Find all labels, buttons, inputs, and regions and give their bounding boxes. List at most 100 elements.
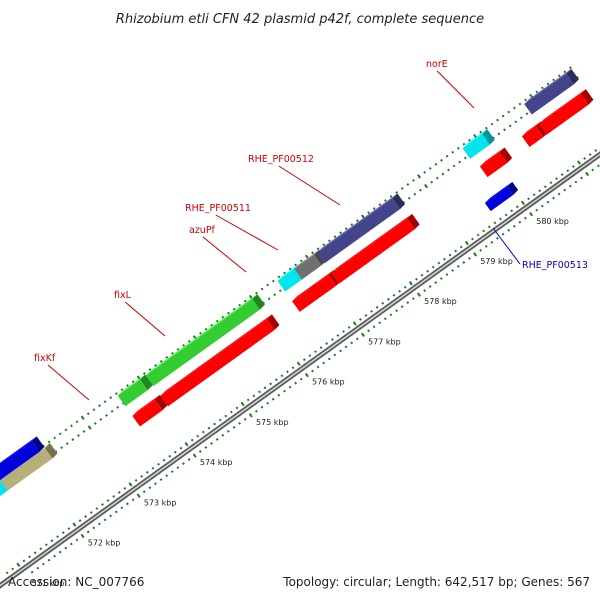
tick-mark bbox=[308, 354, 312, 358]
tick-mark bbox=[142, 372, 146, 375]
feature-bar bbox=[294, 254, 322, 280]
gene-feature-cds_fwd[interactable] bbox=[538, 89, 594, 135]
gene-feature-gene[interactable] bbox=[0, 436, 45, 496]
tick-mark bbox=[248, 294, 253, 300]
tick-mark bbox=[288, 267, 292, 271]
tick-mark bbox=[71, 438, 75, 441]
gene-feature-cds_fwd[interactable] bbox=[132, 394, 168, 427]
feature-leader-line bbox=[47, 364, 90, 401]
feature-label[interactable]: fixL bbox=[114, 290, 132, 301]
feature-leader-line bbox=[202, 236, 247, 273]
feature-label[interactable]: azuPf bbox=[189, 225, 216, 236]
gene-feature-cds_fwd[interactable] bbox=[479, 147, 513, 178]
tick-mark bbox=[226, 429, 230, 433]
tick-mark bbox=[463, 156, 467, 160]
tick-mark bbox=[437, 261, 441, 265]
tick-mark bbox=[131, 498, 135, 502]
feature-label[interactable]: fixKf bbox=[34, 353, 56, 364]
tick-mark bbox=[557, 74, 561, 78]
tick-mark bbox=[510, 209, 514, 213]
tick-mark bbox=[278, 289, 282, 293]
tick-mark bbox=[246, 398, 250, 402]
tick-mark bbox=[252, 394, 256, 398]
tick-mark bbox=[440, 158, 443, 162]
tick-mark bbox=[159, 478, 163, 482]
tick-mark bbox=[210, 323, 214, 327]
tick-mark bbox=[566, 169, 570, 172]
scale-tick-label: 579 kbp bbox=[480, 257, 513, 266]
tick-mark bbox=[114, 510, 118, 514]
feature-bar bbox=[462, 134, 490, 159]
feature-bar bbox=[0, 441, 40, 481]
tick-mark bbox=[389, 195, 393, 198]
tick-mark bbox=[339, 349, 342, 353]
gene-feature-cog[interactable] bbox=[117, 374, 153, 407]
tick-mark bbox=[165, 474, 169, 478]
feature-label[interactable]: RHE_PF00511 bbox=[185, 203, 251, 214]
tick-mark bbox=[439, 277, 443, 280]
tick-mark bbox=[75, 420, 79, 424]
tick-mark bbox=[271, 397, 275, 401]
feature-label[interactable]: norE bbox=[426, 59, 448, 70]
tick-mark bbox=[426, 269, 430, 273]
tick-mark bbox=[72, 522, 77, 527]
feature-bar-top bbox=[294, 249, 319, 269]
tick-mark bbox=[109, 396, 113, 400]
tick-mark bbox=[56, 535, 60, 539]
tick-mark bbox=[355, 219, 359, 223]
gene-feature-cds_fwd[interactable] bbox=[331, 213, 420, 284]
feature-bar bbox=[117, 379, 148, 407]
tick-mark bbox=[207, 426, 211, 430]
feature-label[interactable]: RHE_PF00513 bbox=[522, 260, 588, 271]
feature-bar bbox=[521, 126, 544, 147]
tick-mark bbox=[451, 150, 455, 154]
tick-mark bbox=[532, 193, 536, 197]
tick-mark bbox=[525, 112, 529, 116]
feature-leader-line bbox=[492, 227, 521, 265]
tick-mark bbox=[154, 364, 157, 367]
gene-feature-cog[interactable] bbox=[462, 129, 495, 159]
feature-bar-side bbox=[31, 436, 45, 452]
feature-label[interactable]: RHE_PF00512 bbox=[248, 154, 314, 165]
tick-mark bbox=[443, 257, 446, 261]
tick-mark bbox=[355, 337, 359, 341]
tick-mark bbox=[327, 357, 331, 361]
tick-mark bbox=[105, 414, 108, 417]
tick-mark bbox=[319, 346, 323, 349]
tick-mark bbox=[176, 466, 180, 469]
tick-mark bbox=[518, 102, 522, 106]
gene-feature-cog[interactable] bbox=[145, 294, 265, 387]
tick-mark bbox=[408, 281, 413, 286]
tick-mark bbox=[204, 327, 208, 331]
tick-mark bbox=[336, 334, 340, 337]
tick-mark bbox=[527, 197, 530, 201]
tick-mark bbox=[378, 321, 382, 325]
gene-feature-cds_rev[interactable] bbox=[484, 181, 519, 212]
tick-mark bbox=[413, 192, 417, 196]
tick-mark bbox=[400, 305, 404, 309]
tick-mark bbox=[515, 205, 519, 209]
tick-mark bbox=[148, 368, 152, 371]
tick-mark bbox=[58, 432, 62, 436]
tick-mark bbox=[344, 227, 348, 231]
tick-mark bbox=[260, 287, 264, 291]
gene-feature-cog[interactable] bbox=[316, 193, 406, 264]
gene-feature-cog[interactable] bbox=[524, 68, 579, 115]
tick-mark bbox=[198, 450, 202, 453]
tick-mark bbox=[330, 338, 334, 341]
tick-mark bbox=[529, 211, 534, 217]
tick-mark bbox=[383, 317, 387, 321]
feature-bar bbox=[308, 275, 337, 300]
feature-bar-side bbox=[407, 213, 420, 230]
tick-mark bbox=[462, 261, 466, 264]
gene-feature-cds_fwd[interactable] bbox=[160, 314, 280, 407]
tick-mark bbox=[400, 187, 404, 190]
tick-mark bbox=[512, 106, 516, 110]
tick-mark bbox=[479, 248, 483, 252]
tick-mark bbox=[254, 409, 258, 413]
tick-mark bbox=[430, 180, 434, 184]
tick-mark bbox=[269, 382, 273, 386]
tick-mark bbox=[406, 183, 410, 186]
tick-mark bbox=[238, 421, 241, 425]
tick-mark bbox=[110, 410, 114, 413]
